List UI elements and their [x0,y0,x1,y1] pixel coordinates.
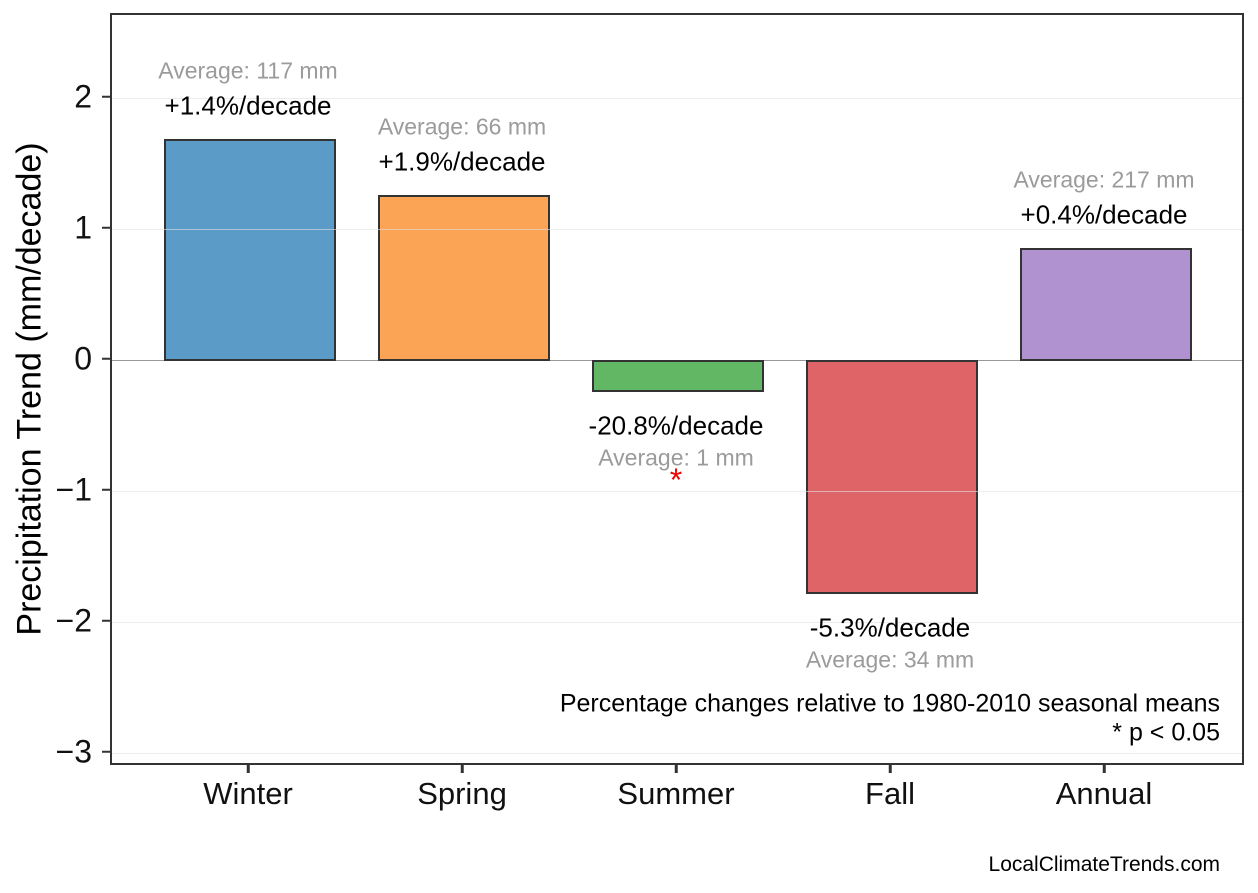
y-tick-label-0: 0 [74,340,92,376]
avg-label-winter: Average: 117 mm [158,57,338,84]
y-tick-label--3: −3 [55,733,92,769]
y-tick-label--2: −2 [55,602,92,638]
avg-label-fall: Average: 34 mm [805,646,975,673]
avg-label-spring: Average: 66 mm [377,113,547,140]
avg-label-annual: Average: 217 mm [1013,166,1195,193]
gridline-y-1 [112,490,1242,493]
y-tick-mark--2 [102,619,110,622]
pct-label-fall: -5.3%/decade [809,612,971,643]
y-tick-mark-1 [102,226,110,229]
x-tick-label-spring: Spring [417,776,507,811]
y-tick-label-1: 1 [74,209,92,245]
y-tick-label--1: −1 [55,471,92,507]
y-tick-mark--1 [102,488,110,491]
x-tick-mark-summer [674,765,678,773]
footnote-significance: * p < 0.05 [1112,718,1220,747]
gridline-y2 [112,97,1242,100]
y-tick-mark-2 [102,95,110,98]
watermark: LocalClimateTrends.com [988,853,1220,876]
gridline-y1 [112,228,1242,231]
x-tick-label-winter: Winter [203,776,293,811]
bar-annual [1020,247,1192,362]
gridline-y-2 [112,621,1242,624]
bar-summer [592,359,764,392]
plot-area [110,13,1244,765]
bar-spring [378,195,550,362]
x-tick-label-fall: Fall [865,776,915,811]
pct-label-winter: +1.4%/decade [164,90,332,121]
pct-label-annual: +0.4%/decade [1020,199,1188,230]
x-tick-label-summer: Summer [617,776,735,811]
gridline-y-3 [112,752,1242,755]
significance-star-summer: * [669,461,683,498]
x-tick-mark-fall [888,765,892,773]
x-tick-mark-spring [460,765,464,773]
x-tick-mark-winter [246,765,250,773]
x-tick-label-annual: Annual [1055,776,1153,811]
y-axis-title: Precipitation Trend (mm/decade) [10,142,49,636]
footnote-percentage-basis: Percentage changes relative to 1980-2010… [559,689,1220,718]
y-tick-label-2: 2 [74,78,92,114]
pct-label-spring: +1.9%/decade [378,146,546,177]
pct-label-summer: -20.8%/decade [588,410,764,441]
bar-fall [806,359,978,594]
y-tick-mark-0 [102,357,110,360]
bar-winter [164,139,336,362]
y-tick-mark--3 [102,750,110,753]
x-tick-mark-annual [1102,765,1106,773]
avg-label-summer: Average: 1 mm [598,444,754,471]
